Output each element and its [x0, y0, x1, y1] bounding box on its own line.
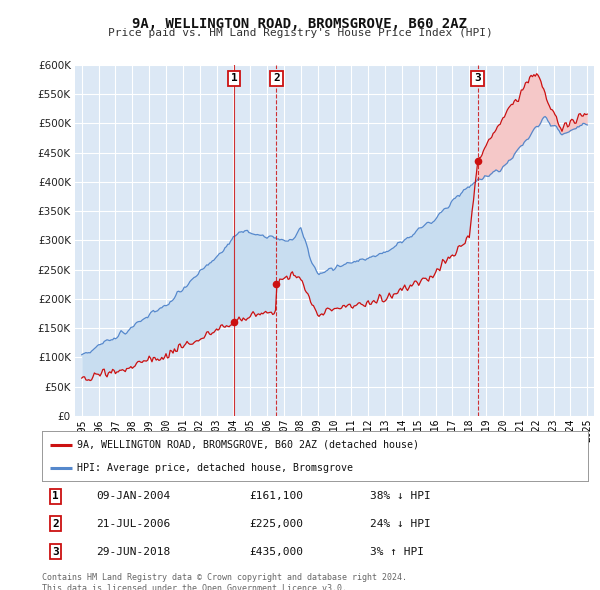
Text: 24% ↓ HPI: 24% ↓ HPI [370, 519, 430, 529]
Text: 3: 3 [52, 547, 59, 557]
Text: 2: 2 [52, 519, 59, 529]
Text: Contains HM Land Registry data © Crown copyright and database right 2024.: Contains HM Land Registry data © Crown c… [42, 573, 407, 582]
Text: 21-JUL-2006: 21-JUL-2006 [97, 519, 171, 529]
Text: £435,000: £435,000 [250, 547, 304, 557]
Text: 29-JUN-2018: 29-JUN-2018 [97, 547, 171, 557]
Text: 9A, WELLINGTON ROAD, BROMSGROVE, B60 2AZ (detached house): 9A, WELLINGTON ROAD, BROMSGROVE, B60 2AZ… [77, 440, 419, 450]
Text: 9A, WELLINGTON ROAD, BROMSGROVE, B60 2AZ: 9A, WELLINGTON ROAD, BROMSGROVE, B60 2AZ [133, 17, 467, 31]
Text: 3: 3 [474, 73, 481, 83]
Text: This data is licensed under the Open Government Licence v3.0.: This data is licensed under the Open Gov… [42, 584, 347, 590]
Text: 3% ↑ HPI: 3% ↑ HPI [370, 547, 424, 557]
Text: 2: 2 [273, 73, 280, 83]
Text: 09-JAN-2004: 09-JAN-2004 [97, 491, 171, 502]
Text: Price paid vs. HM Land Registry's House Price Index (HPI): Price paid vs. HM Land Registry's House … [107, 28, 493, 38]
Text: 38% ↓ HPI: 38% ↓ HPI [370, 491, 430, 502]
Text: 1: 1 [230, 73, 237, 83]
Text: £225,000: £225,000 [250, 519, 304, 529]
Text: 1: 1 [52, 491, 59, 502]
Text: £161,100: £161,100 [250, 491, 304, 502]
Text: HPI: Average price, detached house, Bromsgrove: HPI: Average price, detached house, Brom… [77, 463, 353, 473]
